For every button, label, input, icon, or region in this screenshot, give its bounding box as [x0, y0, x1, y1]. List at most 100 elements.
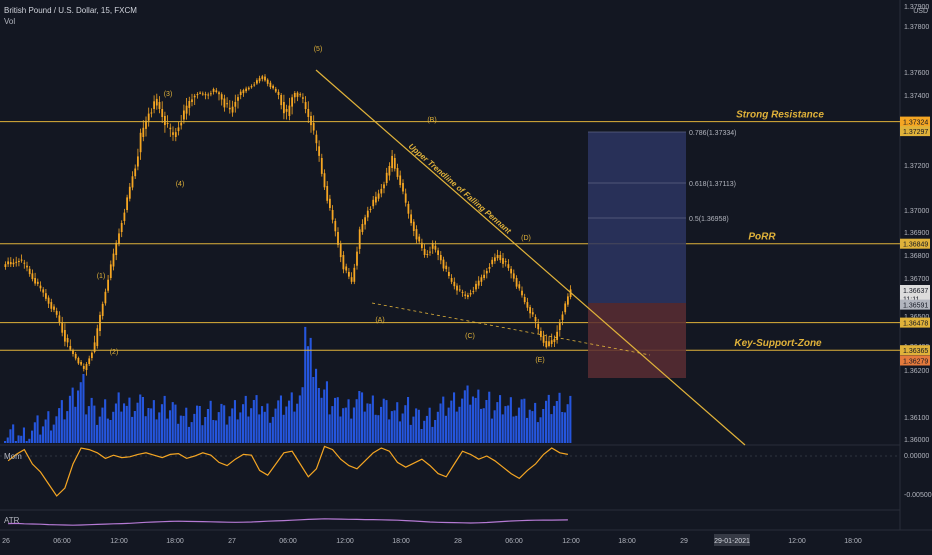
candle-body	[458, 289, 461, 291]
volume-bar	[309, 337, 312, 443]
candle-body	[18, 261, 20, 262]
candle-body	[242, 90, 245, 94]
volume-bar	[423, 420, 426, 443]
candle-body	[272, 85, 274, 89]
volume-bar	[285, 406, 288, 443]
candle-body	[456, 285, 458, 291]
candle-body	[285, 109, 288, 112]
candle-body	[47, 297, 50, 304]
candle-body	[283, 102, 285, 114]
candle-body	[261, 76, 264, 79]
candle-body	[120, 223, 123, 232]
volume-bar	[352, 407, 355, 443]
volume-bar	[158, 412, 161, 443]
volume-bar	[442, 396, 445, 443]
volume-bar	[82, 374, 85, 443]
candle-body	[529, 307, 531, 314]
candle-body	[158, 102, 161, 109]
volume-bar	[358, 391, 361, 443]
volume-bar	[36, 415, 39, 443]
volume-bar	[174, 404, 177, 443]
level-label: PoRR	[748, 232, 776, 243]
volume-bar	[288, 400, 291, 443]
volume-bar	[25, 441, 28, 443]
candle-body	[183, 110, 185, 120]
candle-body	[185, 105, 188, 114]
time-tick-label: 28	[454, 538, 462, 545]
candle-body	[556, 331, 558, 340]
price-badge	[900, 317, 930, 328]
candle-body	[109, 264, 112, 278]
volume-bar	[306, 346, 309, 443]
volume-bar	[209, 400, 212, 443]
candle-body	[115, 242, 118, 255]
candle-body	[377, 193, 380, 199]
volume-bar	[196, 405, 199, 443]
volume-bar	[320, 397, 323, 443]
candle-body	[329, 198, 331, 208]
volume-bar	[201, 425, 204, 443]
volume-bar	[58, 408, 61, 443]
volume-bar	[553, 405, 556, 443]
candle-body	[66, 338, 69, 343]
candle-body	[172, 132, 174, 135]
candle-body	[207, 94, 210, 96]
volume-bar	[420, 429, 423, 443]
candle-body	[467, 295, 469, 297]
candle-body	[472, 291, 475, 293]
volume-bar	[555, 401, 558, 443]
volume-bar	[561, 412, 564, 443]
candle-body	[464, 294, 467, 296]
candle-body	[145, 120, 147, 129]
candle-body	[64, 330, 66, 342]
volume-bar	[123, 403, 126, 443]
candle-body	[412, 221, 415, 231]
candle-body	[553, 339, 556, 342]
candle-body	[153, 101, 155, 109]
candle-body	[58, 315, 61, 322]
candle-body	[128, 186, 131, 199]
candle-body	[461, 291, 464, 293]
volume-bar	[317, 388, 320, 443]
volume-bar	[331, 406, 334, 443]
volume-bar	[63, 419, 66, 443]
price-badge	[900, 126, 930, 137]
candle-body	[28, 268, 31, 275]
volume-bar	[204, 417, 207, 443]
volume-bar	[9, 429, 12, 444]
volume-bar	[290, 392, 293, 443]
candle-body	[353, 267, 356, 282]
volume-bar	[347, 399, 350, 443]
candle-body	[507, 264, 510, 269]
volume-bar	[133, 411, 136, 443]
volume-bar	[531, 411, 534, 443]
candle-body	[415, 229, 418, 240]
volume-bar	[485, 400, 488, 443]
candle-body	[123, 212, 126, 221]
price-badge-text: 1.36478	[903, 321, 928, 328]
volume-bar	[431, 426, 434, 443]
volume-bar	[155, 419, 158, 443]
volume-bar	[415, 408, 418, 443]
candle-body	[212, 89, 215, 92]
candle-body	[534, 317, 537, 322]
volume-bar	[499, 395, 502, 443]
price-tick-label: 1.37800	[904, 24, 929, 31]
candle-body	[312, 123, 315, 131]
volume-bar	[223, 405, 226, 443]
candle-body	[155, 98, 158, 106]
volume-bar	[266, 403, 269, 443]
time-tick-label: 18:00	[166, 538, 184, 545]
volume-bar	[244, 395, 247, 443]
volume-bar	[225, 424, 228, 443]
volume-bar	[28, 438, 31, 443]
candle-body	[101, 303, 104, 316]
volume-bar	[261, 406, 264, 443]
candle-body	[540, 331, 542, 337]
candle-body	[215, 90, 218, 92]
volume-bar	[17, 435, 20, 443]
atr-line	[8, 518, 568, 526]
candle-body	[74, 354, 77, 359]
